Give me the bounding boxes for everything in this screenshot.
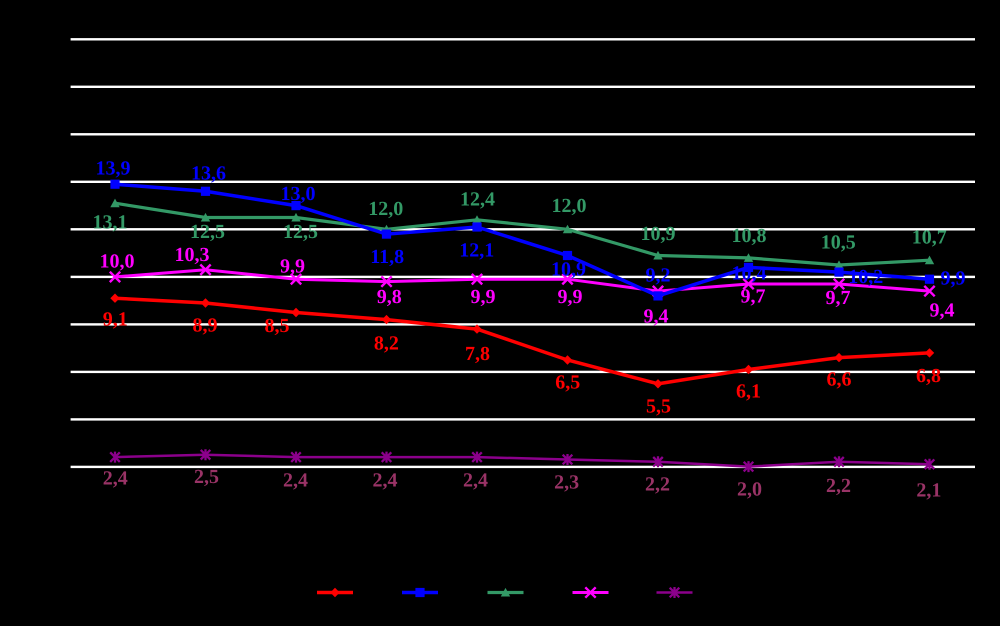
svg-text:2,4: 2,4: [463, 470, 488, 492]
svg-text:13,0: 13,0: [281, 183, 316, 205]
svg-text:10,9: 10,9: [551, 259, 586, 281]
svg-text:6,6: 6,6: [827, 369, 852, 391]
svg-text:5,5: 5,5: [646, 396, 671, 418]
svg-text:9,7: 9,7: [741, 286, 766, 308]
svg-text:12,5: 12,5: [190, 221, 225, 243]
svg-text:10,3: 10,3: [175, 244, 210, 266]
svg-text:2,2: 2,2: [645, 474, 670, 496]
svg-text:2,2: 2,2: [826, 475, 851, 497]
svg-text:2,4: 2,4: [103, 468, 128, 490]
svg-text:12,5: 12,5: [283, 221, 318, 243]
svg-text:8,9: 8,9: [193, 315, 218, 337]
svg-text:11,8: 11,8: [370, 246, 404, 268]
svg-text:2,1: 2,1: [916, 480, 941, 502]
svg-text:9,8: 9,8: [377, 286, 402, 308]
svg-text:8,5: 8,5: [265, 315, 290, 337]
svg-text:13,1: 13,1: [93, 212, 128, 234]
svg-text:9,4: 9,4: [930, 300, 955, 322]
svg-text:2,3: 2,3: [554, 472, 579, 494]
svg-text:12,4: 12,4: [460, 189, 495, 211]
svg-text:10,4: 10,4: [732, 263, 767, 285]
svg-text:2,4: 2,4: [283, 470, 308, 492]
svg-text:6,5: 6,5: [555, 372, 580, 394]
svg-text:2,4: 2,4: [373, 470, 398, 492]
svg-text:13,6: 13,6: [191, 163, 226, 185]
svg-text:9,9: 9,9: [941, 268, 966, 290]
svg-text:10,7: 10,7: [912, 227, 947, 249]
svg-text:9,1: 9,1: [103, 308, 128, 330]
svg-text:9,9: 9,9: [558, 286, 583, 308]
svg-text:9,9: 9,9: [471, 286, 496, 308]
svg-text:8,2: 8,2: [374, 333, 399, 355]
svg-text:12,0: 12,0: [552, 195, 587, 217]
svg-text:9,7: 9,7: [826, 287, 851, 309]
svg-text:9,2: 9,2: [646, 265, 671, 287]
svg-text:10,0: 10,0: [100, 251, 135, 273]
svg-text:10,5: 10,5: [821, 232, 856, 254]
svg-text:10,8: 10,8: [732, 225, 767, 247]
svg-text:9,9: 9,9: [280, 256, 305, 278]
svg-text:6,8: 6,8: [916, 365, 941, 387]
svg-text:13,9: 13,9: [96, 158, 131, 180]
svg-text:2,0: 2,0: [737, 479, 762, 501]
svg-text:10,2: 10,2: [848, 266, 883, 288]
svg-text:6,1: 6,1: [736, 381, 761, 403]
svg-text:9,4: 9,4: [644, 306, 669, 328]
svg-text:12,1: 12,1: [459, 239, 494, 261]
svg-text:12,0: 12,0: [368, 198, 403, 220]
svg-text:7,8: 7,8: [465, 343, 490, 365]
svg-text:2,5: 2,5: [194, 466, 219, 488]
svg-text:10,9: 10,9: [641, 223, 676, 245]
